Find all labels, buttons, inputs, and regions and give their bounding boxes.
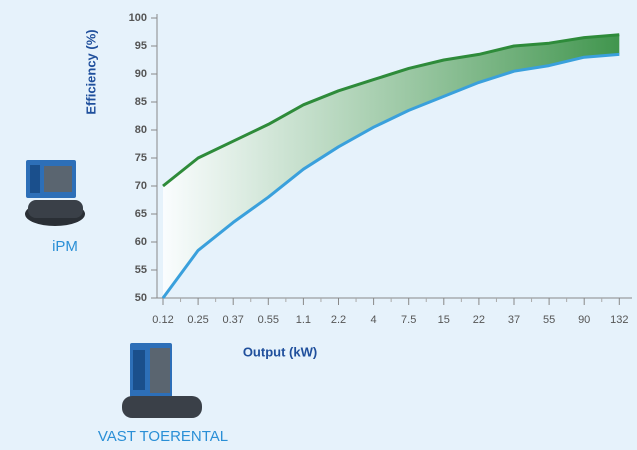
y-tick-label: 60 [135, 236, 147, 248]
efficiency-band [163, 34, 620, 299]
x-tick-label: 0.12 [152, 314, 173, 326]
x-tick-label: 2.2 [331, 314, 346, 326]
y-tick-label: 75 [135, 152, 147, 164]
x-tick-label: 7.5 [401, 314, 416, 326]
x-tick-label: 37 [508, 314, 520, 326]
y-axis-title: Efficiency (%) [83, 29, 98, 114]
x-tick-label: 1.1 [296, 314, 311, 326]
x-tick-label: 15 [438, 314, 450, 326]
y-tick-label: 85 [135, 96, 147, 108]
x-tick-label: 0.25 [187, 314, 208, 326]
x-tick-label: 0.55 [258, 314, 279, 326]
legend-label: VAST TOERENTAL [98, 428, 228, 445]
x-tick-label: 4 [371, 314, 377, 326]
x-tick-label: 55 [543, 314, 555, 326]
y-tick-label: 100 [129, 12, 147, 24]
compressor-icon [122, 343, 202, 418]
y-tick-label: 90 [135, 68, 147, 80]
y-tick-label: 95 [135, 40, 147, 52]
series-line [162, 33, 620, 188]
y-tick-label: 65 [135, 208, 147, 220]
x-tick-label: 90 [578, 314, 590, 326]
x-tick-label: 0.37 [222, 314, 243, 326]
legend-label: iPM [52, 238, 78, 255]
x-axis-title: Output (kW) [243, 344, 317, 359]
series-line [161, 52, 620, 299]
y-tick-label: 55 [135, 264, 147, 276]
compressor-icon [25, 160, 85, 226]
y-tick-label: 80 [135, 124, 147, 136]
y-tick-label: 50 [135, 292, 147, 304]
x-tick-label: 22 [473, 314, 485, 326]
y-tick-label: 70 [135, 180, 147, 192]
x-tick-label: 132 [610, 314, 628, 326]
